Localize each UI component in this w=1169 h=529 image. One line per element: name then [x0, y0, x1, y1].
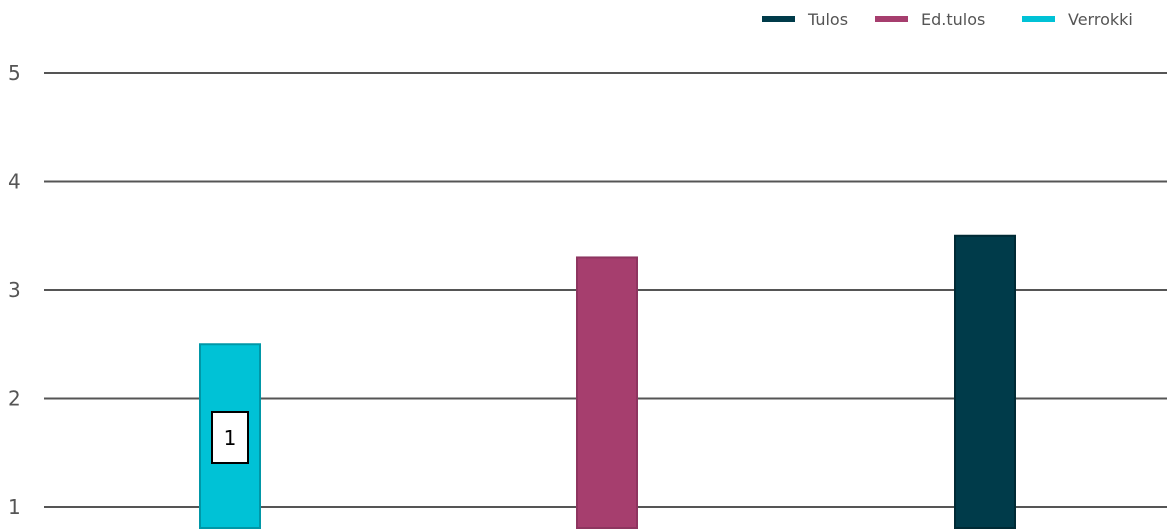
bar-ed-tulos — [576, 256, 638, 529]
legend-item-ed-tulos: Ed.tulos — [875, 10, 985, 29]
data-label-background — [211, 411, 249, 464]
y-tick-label-3: 3 — [8, 278, 21, 302]
legend-swatch — [1022, 16, 1055, 22]
data-label: 1 — [224, 426, 237, 450]
legend-swatch — [762, 16, 795, 22]
legend: Tulos Ed.tulos Verrokki — [762, 10, 1133, 29]
legend-label: Ed.tulos — [921, 10, 985, 29]
y-axis-tick-labels: 1 2 3 4 5 — [8, 61, 21, 519]
legend-label: Tulos — [807, 10, 848, 29]
bars: 1 — [199, 234, 1016, 529]
legend-item-tulos: Tulos — [762, 10, 848, 29]
legend-label: Verrokki — [1068, 10, 1133, 29]
bar-tulos — [954, 234, 1016, 529]
y-tick-label-4: 4 — [8, 170, 21, 194]
legend-swatch — [875, 16, 908, 22]
y-tick-label-1: 1 — [8, 495, 21, 519]
legend-item-verrokki: Verrokki — [1022, 10, 1133, 29]
data-label-box: 1 — [211, 411, 249, 464]
y-tick-label-2: 2 — [8, 387, 21, 411]
y-tick-label-5: 5 — [8, 61, 21, 85]
